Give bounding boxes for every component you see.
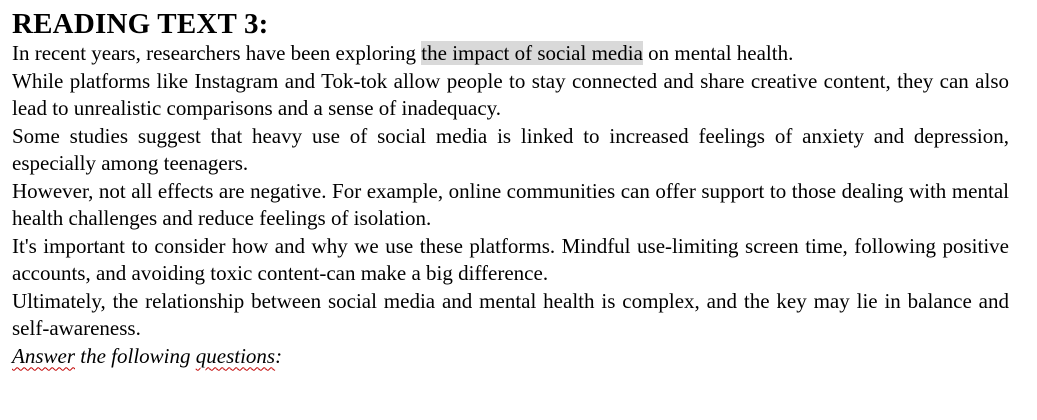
instruction-middle: the following bbox=[75, 343, 196, 368]
instruction-colon: : bbox=[275, 343, 283, 368]
highlighted-phrase: the impact of social media bbox=[421, 41, 643, 65]
paragraph-1-text-after: on mental health. bbox=[642, 41, 794, 65]
paragraph-5: It's important to consider how and why w… bbox=[12, 233, 1009, 286]
paragraph-1-text-before: In recent years, researchers have been e… bbox=[12, 41, 422, 65]
paragraph-2: While platforms like Instagram and Tok-t… bbox=[12, 68, 1009, 121]
paragraph-6: Ultimately, the relationship between soc… bbox=[12, 288, 1009, 341]
questions-instruction: Answer the following questions: bbox=[12, 343, 1009, 371]
paragraph-3: Some studies suggest that heavy use of s… bbox=[12, 123, 1009, 176]
paragraph-1: In recent years, researchers have been e… bbox=[12, 40, 1009, 68]
spellcheck-word-answer[interactable]: Answer bbox=[12, 343, 75, 368]
reading-title: READING TEXT 3: bbox=[12, 8, 269, 40]
spellcheck-word-questions[interactable]: questions bbox=[195, 343, 276, 368]
document-body: READING TEXT 3: In recent years, researc… bbox=[12, 8, 1009, 370]
paragraph-4: However, not all effects are negative. F… bbox=[12, 178, 1009, 231]
